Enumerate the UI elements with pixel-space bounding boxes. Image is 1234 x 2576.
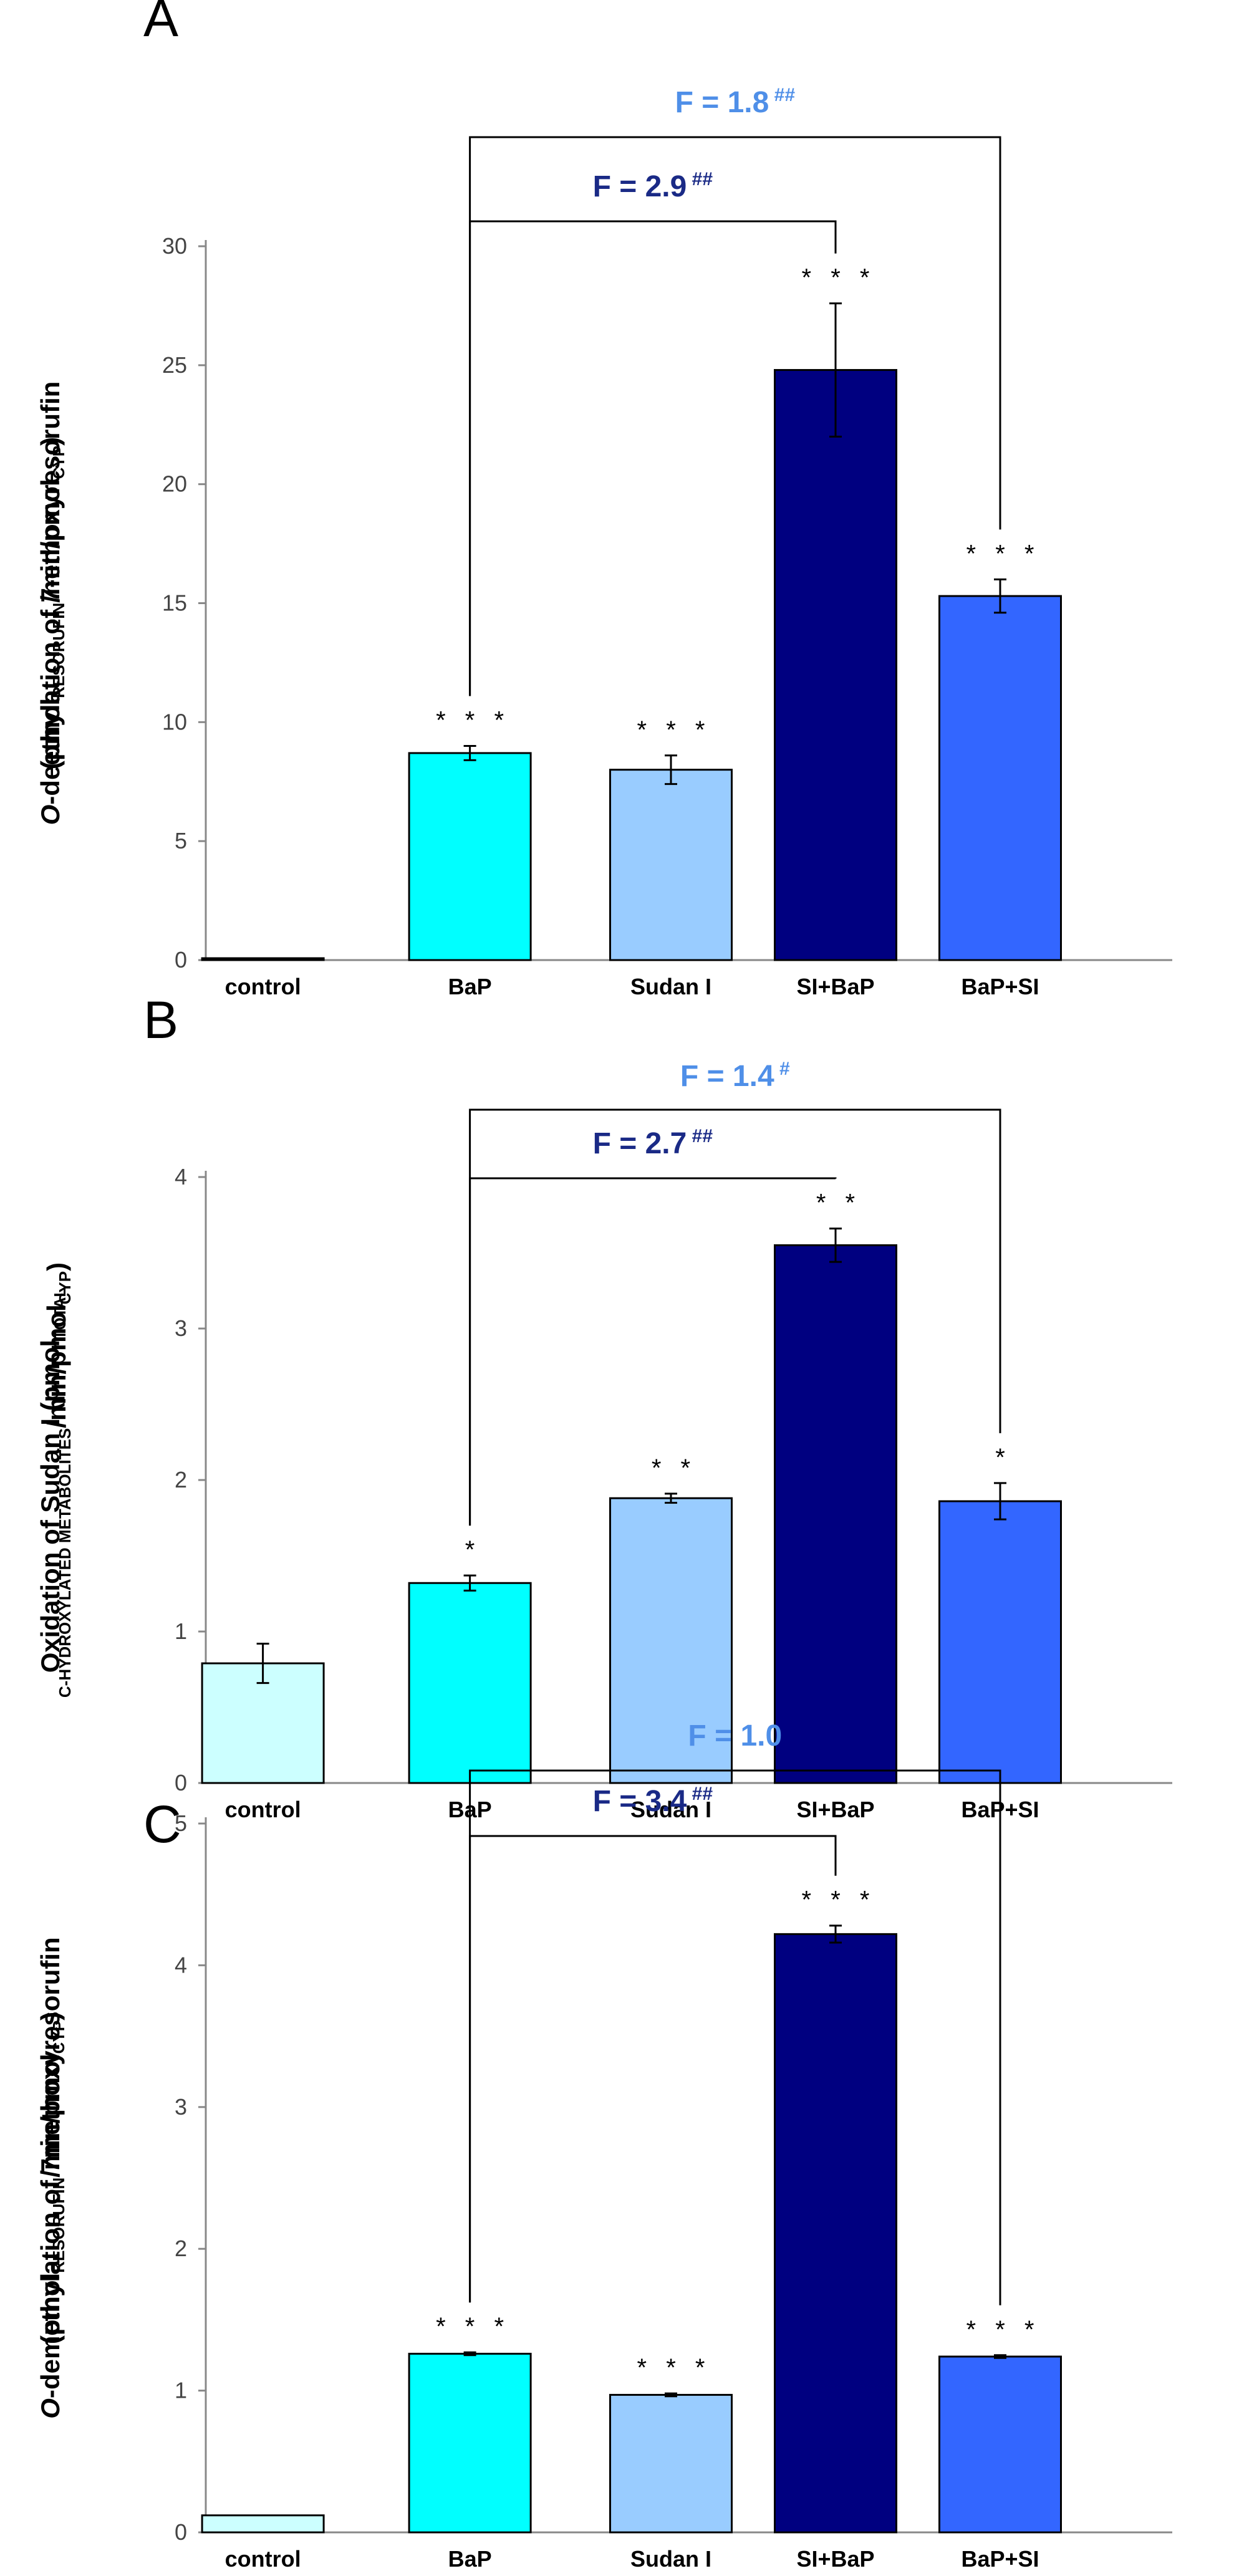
category-label: control [225,974,301,999]
significance-label: * * [652,1454,697,1482]
y-tick-label: 0 [175,2519,187,2545]
y-tick-label: 15 [162,590,187,616]
y-tick-label: 1 [175,1618,187,1644]
comparison-label: F = 3.4 ## [593,1784,713,1818]
category-label: control [225,2546,301,2572]
category-label: Sudan I [630,1797,711,1822]
significance-label: * * * [802,1886,876,1914]
bar-bap [408,2352,532,2534]
y-tick-label: 30 [162,233,187,259]
significance-label: * * [816,1189,861,1217]
significance-label: * * * [966,540,1041,567]
bar-sudan-i [609,1497,733,1784]
bar-control [201,2514,325,2534]
comparison-bracket [469,1835,837,2303]
significance-label: * * * [637,2354,711,2381]
bar-si-bap [774,1933,897,2534]
bar-sudan-i [609,769,733,961]
category-label: SI+BaP [796,2546,874,2572]
bar-sudan-i [609,2393,733,2534]
significance-label: * [995,1444,1011,1471]
y-tick-label: 10 [162,709,187,734]
category-label: Sudan I [630,974,711,999]
y-tick-label: 0 [175,1770,187,1795]
category-label: BaP+SI [961,2546,1039,2572]
comparison-label: F = 1.8 ## [675,85,796,119]
bar-bap-si [938,595,1062,961]
y-tick-label: 4 [175,1164,187,1189]
panel-letter: C [143,1795,181,1853]
bar-si-bap [774,368,897,961]
comparison-bracket [469,1108,1001,1526]
panel-letter: B [143,991,178,1049]
comparison-bracket [469,220,837,696]
category-label: control [225,1797,301,1822]
y-tick-label: 3 [175,1315,187,1341]
category-label: Sudan I [630,2546,711,2572]
category-label: SI+BaP [796,974,874,999]
comparison-label: F = 1.0 [688,1719,782,1752]
category-label: SI+BaP [796,1797,874,1822]
chart-a: A 0 5 10 15 20 25 30 control * * * BaP * * * Sudan I… [36,0,1172,999]
bar-control [201,957,325,961]
significance-label: * * * [802,264,876,292]
comparison-bracket [469,1769,1001,2305]
y-axis-label: O-deethylation of 7-ethoxyresorufin(pmol… [36,382,68,825]
comparison-label: F = 1.4 # [680,1059,790,1093]
significance-label: * * * [966,2316,1041,2343]
panel-letter: A [143,0,178,47]
y-tick-label: 20 [162,471,187,497]
y-tick-label: 2 [175,1467,187,1492]
y-tick-label: 5 [175,828,187,853]
significance-label: * * * [637,716,711,744]
comparison-label: F = 2.7 ## [593,1126,713,1160]
y-tick-label: 3 [175,2094,187,2120]
category-label: BaP [448,974,492,999]
y-tick-label: 5 [175,1810,187,1836]
y-tick-label: 4 [175,1952,187,1978]
bar-bap-si [938,2355,1062,2534]
bar-bap [408,1582,532,1784]
significance-label: * [465,1536,481,1564]
comparison-bracket [469,1177,837,1526]
bar-bap [408,752,532,961]
y-tick-label: 1 [175,2378,187,2403]
y-tick-label: 0 [175,947,187,973]
y-tick-label: 2 [175,2236,187,2261]
category-label: BaP+SI [961,974,1039,999]
y-axis-label: Oxidation of Sudan I (pmolTOTALC-HYDROXY… [36,1262,74,1698]
y-axis-label: O-demethylation of 7methoxyresorufin(pmo… [36,1937,68,2418]
y-tick-label: 25 [162,352,187,378]
category-label: BaP [448,2546,492,2572]
significance-label: * * * [436,707,510,734]
significance-label: * * * [436,2313,510,2340]
bar-si-bap [774,1244,897,1784]
bar-bap-si [938,1500,1062,1784]
comparison-label: F = 2.9 ## [593,169,713,203]
